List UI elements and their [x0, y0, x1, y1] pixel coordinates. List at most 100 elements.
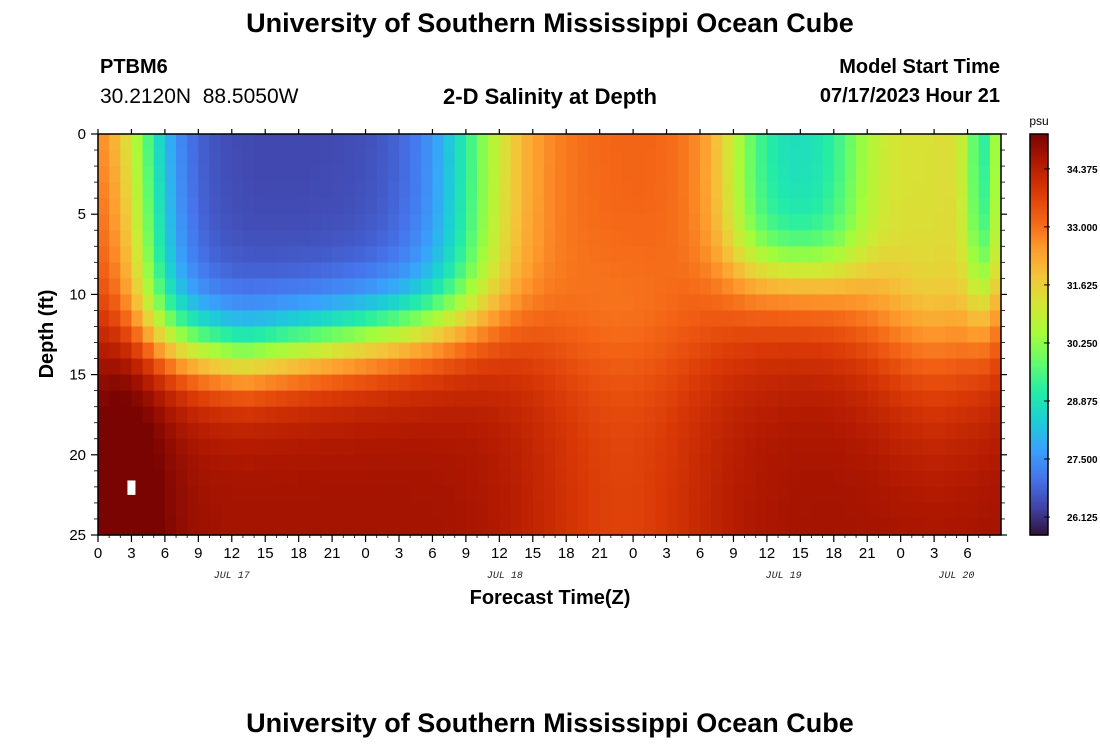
- colorbar-segment: [1030, 294, 1048, 297]
- heatmap-cell: [766, 502, 779, 520]
- heatmap-cell: [153, 374, 166, 392]
- heatmap-cell: [666, 454, 679, 472]
- colorbar-segment: [1030, 274, 1048, 277]
- heatmap-cell: [566, 438, 578, 456]
- heatmap-cell: [800, 470, 813, 488]
- heatmap-cell: [387, 406, 400, 424]
- heatmap-cell: [477, 422, 489, 440]
- heatmap-cell: [644, 278, 657, 295]
- heatmap-cell: [287, 502, 300, 520]
- heatmap-cell: [811, 454, 824, 472]
- heatmap-cell: [220, 358, 233, 376]
- plot-frame: [97, 133, 1002, 536]
- colorbar-segment: [1030, 270, 1048, 273]
- heatmap-cell: [766, 438, 779, 456]
- heatmap-cell: [109, 198, 121, 215]
- heatmap-cell: [967, 358, 980, 376]
- heatmap-cell: [967, 150, 980, 167]
- heatmap-cell: [911, 486, 924, 504]
- x-tick-label: 15: [257, 545, 274, 562]
- heatmap-cell: [922, 454, 935, 472]
- heatmap-cell: [555, 438, 567, 456]
- heatmap-cell: [176, 166, 188, 183]
- colorbar-segment: [1030, 520, 1048, 524]
- heatmap-cell: [164, 454, 177, 472]
- heatmap-cell: [588, 294, 601, 312]
- heatmap-cell: [867, 150, 879, 167]
- heatmap-cell: [265, 438, 277, 456]
- heatmap-cell: [354, 486, 367, 504]
- location-marker: [127, 480, 136, 495]
- colorbar-segment: [1030, 224, 1048, 227]
- heatmap-cell: [945, 134, 958, 151]
- heatmap-cell: [922, 246, 935, 263]
- heatmap-cell: [309, 518, 322, 536]
- heatmap-cell: [989, 198, 1002, 215]
- colorbar-segment: [1030, 434, 1048, 438]
- colorbar-segment: [1030, 518, 1048, 522]
- heatmap-cell: [98, 406, 110, 424]
- heatmap-cell: [744, 470, 757, 488]
- heatmap-cell: [588, 406, 601, 424]
- heatmap-cell: [343, 486, 356, 504]
- heatmap-cell: [577, 422, 590, 440]
- heatmap-cell: [688, 374, 701, 392]
- heatmap-cell: [900, 326, 913, 344]
- heatmap-cell: [365, 246, 378, 263]
- heatmap-cell: [320, 134, 333, 151]
- heatmap-cell: [432, 422, 445, 440]
- heatmap-cell: [911, 358, 924, 376]
- heatmap-cell: [945, 358, 958, 376]
- heatmap-cell: [599, 438, 612, 456]
- heatmap-cell: [120, 134, 133, 151]
- colorbar-segment: [1030, 508, 1048, 512]
- heatmap-cell: [399, 470, 411, 488]
- heatmap-cell: [688, 326, 701, 344]
- heatmap-cell: [621, 406, 634, 424]
- heatmap-cell: [488, 214, 500, 231]
- heatmap-cell: [822, 454, 835, 472]
- heatmap-cell: [934, 422, 946, 440]
- heatmap-cell: [276, 486, 289, 504]
- heatmap-cell: [488, 262, 500, 279]
- heatmap-cell: [844, 182, 857, 199]
- heatmap-cell: [978, 342, 991, 360]
- heatmap-cell: [332, 438, 344, 456]
- heatmap-cell: [644, 486, 657, 504]
- heatmap-cell: [287, 470, 300, 488]
- heatmap-cell: [410, 230, 422, 247]
- heatmap-cell: [242, 438, 255, 456]
- heatmap-cell: [655, 374, 668, 392]
- heatmap-cell: [800, 486, 813, 504]
- heatmap-cell: [822, 470, 835, 488]
- heatmap-cell: [822, 374, 835, 392]
- heatmap-cell: [577, 438, 590, 456]
- heatmap-cell: [142, 198, 155, 215]
- heatmap-cell: [343, 470, 356, 488]
- heatmap-cell: [889, 358, 902, 376]
- heatmap-cell: [220, 198, 233, 215]
- heatmap-cell: [499, 374, 512, 392]
- heatmap-cell: [242, 230, 255, 247]
- colorbar-segment: [1030, 400, 1048, 404]
- heatmap-cell: [644, 150, 657, 167]
- heatmap-cell: [833, 390, 846, 408]
- heatmap-cell: [510, 214, 523, 231]
- heatmap-cell: [867, 214, 879, 231]
- heatmap-cell: [666, 470, 679, 488]
- heatmap-cell: [610, 470, 623, 488]
- heatmap-cell: [867, 134, 879, 151]
- heatmap-cell: [889, 182, 902, 199]
- heatmap-cell: [856, 374, 868, 392]
- heatmap-cell: [833, 214, 846, 231]
- colorbar-segment: [1030, 192, 1048, 195]
- heatmap-cell: [588, 502, 601, 520]
- heatmap-cell: [621, 214, 634, 231]
- heatmap-cell: [789, 310, 801, 328]
- heatmap-cell: [700, 246, 712, 263]
- heatmap-cell: [432, 390, 445, 408]
- heatmap-cell: [298, 486, 311, 504]
- heatmap-cell: [153, 422, 166, 440]
- heatmap-cell: [822, 486, 835, 504]
- heatmap-cell: [209, 182, 222, 199]
